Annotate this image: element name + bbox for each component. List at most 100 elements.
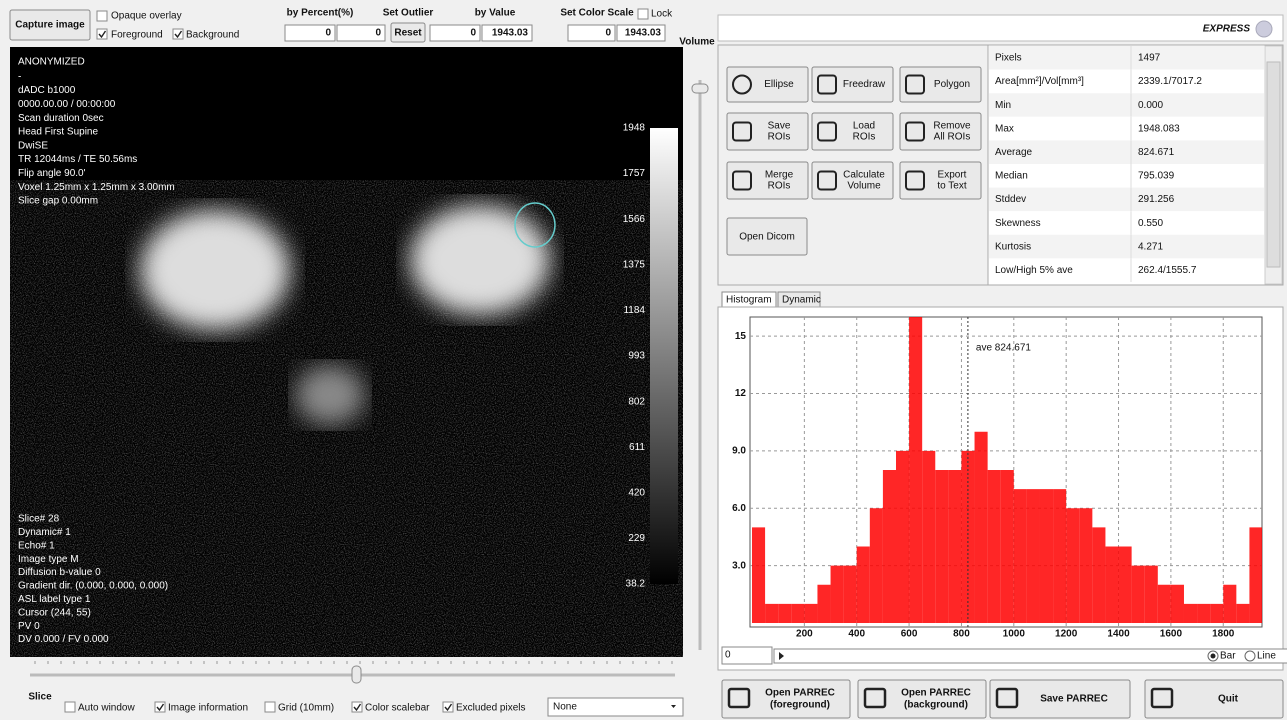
input-value: 0 [605, 28, 611, 39]
image-info: DwiSE [18, 140, 48, 151]
stat-name: Max [995, 123, 1014, 134]
stats-scroll-thumb[interactable] [1267, 62, 1280, 267]
x-tick-label: 600 [901, 629, 918, 640]
histogram-bar [752, 527, 765, 623]
histogram-bar [1066, 508, 1079, 623]
stat-value: 291.256 [1138, 194, 1175, 205]
button-label: Export [938, 170, 967, 181]
stat-value: 0.550 [1138, 218, 1163, 229]
slice-label: Slice [28, 692, 52, 703]
button-label: Polygon [934, 79, 970, 90]
header-bar [718, 15, 1283, 41]
stat-name: Skewness [995, 218, 1041, 229]
button-label: Merge [765, 170, 794, 181]
brand: EXPRESS [1203, 24, 1251, 35]
x-tick-label: 1000 [1003, 629, 1026, 640]
histogram-bar [857, 547, 870, 624]
checkbox-label: Image information [168, 703, 248, 714]
stats-row [989, 117, 1264, 141]
scalebar-label: 611 [629, 442, 645, 453]
x-tick-label: 800 [953, 629, 970, 640]
slice-slider-thumb[interactable] [352, 666, 361, 683]
scalebar-label: 1375 [623, 259, 646, 270]
button-label: Save PARREC [1040, 694, 1108, 705]
volume-slider-thumb[interactable] [692, 84, 708, 93]
input-value: 0 [470, 28, 476, 39]
histogram-bar [778, 604, 791, 623]
stat-name: Low/High 5% ave [995, 265, 1073, 276]
group-label: Set Outlier [383, 8, 434, 19]
image-info: 0000.00.00 / 00:00:00 [18, 99, 116, 110]
stat-name: Min [995, 100, 1011, 111]
histogram-bar [1105, 547, 1118, 624]
histogram-bar [765, 604, 778, 623]
range-value: 0 [725, 650, 731, 661]
radio[interactable] [1245, 651, 1255, 661]
histogram-bar [1223, 585, 1236, 623]
checkbox-label: Auto window [78, 703, 135, 714]
histogram-bar [870, 508, 883, 623]
image-info: Scan duration 0sec [18, 113, 104, 124]
histogram-bar [1249, 527, 1262, 623]
stat-name: Pixels [995, 53, 1022, 64]
volume-label: Volume [679, 37, 715, 48]
x-tick-label: 1200 [1055, 629, 1078, 640]
input-value: 1943.03 [625, 28, 662, 39]
histogram-bar [1079, 508, 1092, 623]
y-tick-label: 3.0 [732, 560, 746, 571]
checkbox-label: Background [186, 30, 239, 41]
stat-value: 2339.1/7017.2 [1138, 76, 1202, 87]
stat-value: 795.039 [1138, 171, 1175, 182]
button-label: ROIs [768, 181, 791, 192]
histogram-bar [1132, 566, 1145, 623]
image-info: Flip angle 90.0' [18, 168, 86, 179]
input-value: 0 [375, 28, 381, 39]
button-label: Remove [933, 121, 971, 132]
button-label: Open PARREC [901, 688, 971, 699]
histogram-bar [1119, 547, 1132, 624]
button-label: Calculate [843, 170, 885, 181]
button-label: Volume [847, 181, 881, 192]
scalebar-label: 1184 [623, 305, 645, 316]
histogram-bar [804, 604, 817, 623]
x-tick-label: 1800 [1212, 629, 1235, 640]
button-label: Open PARREC [765, 688, 835, 699]
image-info: Head First Supine [18, 127, 98, 138]
input-value: 1943.03 [492, 28, 529, 39]
y-tick-label: 12 [735, 388, 747, 399]
button-label: ROIs [853, 132, 876, 143]
stat-value: 1497 [1138, 53, 1161, 64]
dropdown-value: None [553, 702, 577, 713]
histogram-bar [948, 470, 961, 623]
image-info: PV 0 [18, 621, 40, 632]
image-info: Dynamic# 1 [18, 527, 71, 538]
scalebar-label: 38.2 [626, 579, 646, 590]
group-label: by Percent(%) [287, 8, 354, 19]
stats-row [989, 164, 1264, 188]
histogram-bar [844, 566, 857, 623]
scalebar-label: 993 [628, 351, 645, 362]
button-label: Quit [1218, 694, 1239, 705]
action-button[interactable] [1145, 680, 1283, 718]
stat-value: 1948.083 [1138, 123, 1180, 134]
button-label: Reset [394, 28, 422, 39]
x-tick-label: 400 [848, 629, 865, 640]
image-info: Diffusion b-value 0 [18, 567, 101, 578]
image-info: Image type M [18, 554, 79, 565]
image-info: Cursor (244, 55) [18, 607, 91, 618]
histogram-bar [1053, 489, 1066, 623]
input-value: 0 [325, 28, 331, 39]
checkbox[interactable] [65, 702, 75, 712]
histogram-bar [1236, 604, 1249, 623]
button-label: Ellipse [764, 79, 794, 90]
histogram-bar [1210, 604, 1223, 623]
checkbox[interactable] [265, 702, 275, 712]
button-label: Freedraw [843, 79, 886, 90]
checkbox[interactable] [97, 11, 107, 21]
scalebar-label: 1948 [623, 123, 646, 134]
stat-value: 0.000 [1138, 100, 1163, 111]
average-label: ave 824.671 [976, 343, 1031, 354]
stat-name: Area[mm²]/Vol[mm³] [995, 76, 1084, 87]
x-tick-label: 1400 [1107, 629, 1130, 640]
checkbox[interactable] [638, 9, 648, 19]
